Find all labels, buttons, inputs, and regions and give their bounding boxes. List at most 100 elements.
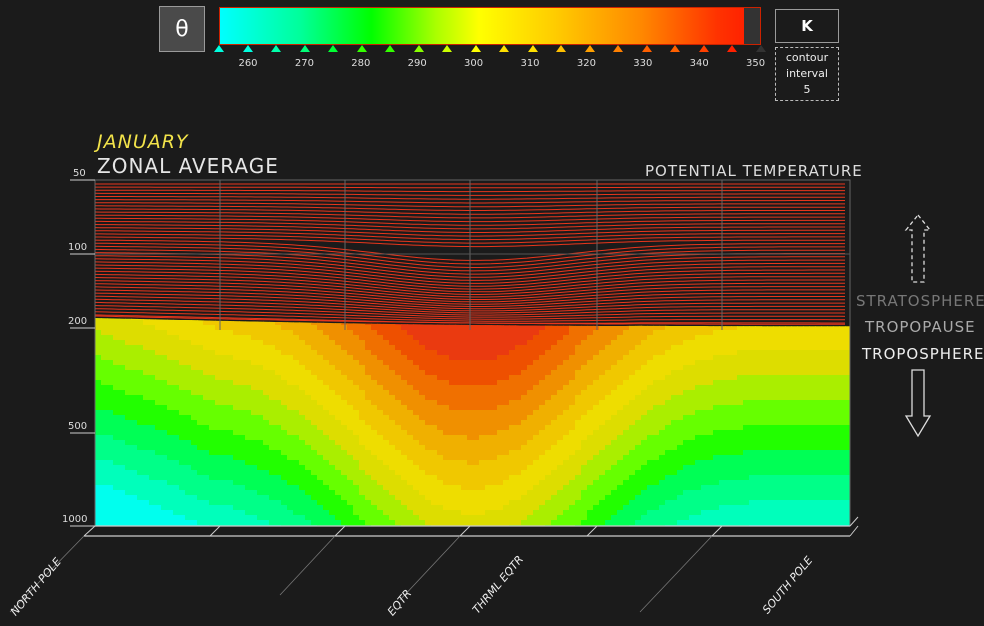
troposphere-cell — [509, 375, 516, 381]
troposphere-cell — [137, 510, 144, 516]
troposphere-cell — [629, 330, 636, 336]
troposphere-cell — [647, 510, 654, 516]
troposphere-cell — [521, 395, 528, 401]
troposphere-cell — [197, 340, 204, 346]
troposphere-cell — [497, 465, 504, 471]
troposphere-cell — [689, 435, 696, 441]
troposphere-cell — [695, 430, 702, 436]
troposphere-cell — [659, 440, 666, 446]
troposphere-cell — [455, 460, 462, 466]
troposphere-cell — [605, 500, 612, 506]
troposphere-cell — [689, 330, 696, 336]
troposphere-cell — [275, 490, 282, 496]
troposphere-cell — [281, 455, 288, 461]
troposphere-cell — [347, 515, 354, 521]
troposphere-cell — [539, 318, 546, 321]
troposphere-cell — [245, 465, 252, 471]
troposphere-cell — [509, 510, 516, 516]
troposphere-cell — [191, 425, 198, 431]
troposphere-cell — [407, 440, 414, 446]
troposphere-cell — [665, 495, 672, 501]
troposphere-cell — [671, 400, 678, 406]
troposphere-cell — [167, 495, 174, 501]
troposphere-cell — [635, 485, 642, 491]
troposphere-cell — [371, 435, 378, 441]
troposphere-cell — [155, 320, 162, 326]
troposphere-cell — [701, 405, 708, 411]
troposphere-cell — [635, 330, 642, 336]
troposphere-cell — [683, 435, 690, 441]
troposphere-cell — [557, 340, 564, 346]
troposphere-cell — [725, 445, 732, 451]
troposphere-cell — [545, 475, 552, 481]
troposphere-cell — [143, 460, 150, 466]
troposphere-cell — [185, 345, 192, 351]
troposphere-cell — [389, 460, 396, 466]
troposphere-cell — [401, 455, 408, 461]
troposphere-cell — [191, 320, 198, 326]
troposphere-cell — [689, 520, 696, 526]
troposphere-cell — [479, 480, 486, 486]
troposphere-cell — [233, 495, 240, 501]
troposphere-cell — [413, 515, 420, 521]
troposphere-cell — [437, 405, 444, 411]
troposphere-cell — [389, 340, 396, 346]
troposphere-cell — [545, 340, 552, 346]
troposphere-cell — [629, 450, 636, 456]
troposphere-cell — [449, 480, 456, 486]
troposphere-cell — [527, 500, 534, 506]
troposphere-cell — [581, 480, 588, 486]
troposphere-cell — [413, 475, 420, 481]
colorbar-tick — [328, 45, 338, 52]
troposphere-cell — [677, 485, 684, 491]
troposphere-cell — [209, 370, 216, 376]
troposphere-cell — [419, 515, 426, 521]
troposphere-cell — [407, 430, 414, 436]
troposphere-cell — [179, 455, 186, 461]
troposphere-cell — [305, 425, 312, 431]
troposphere-cell — [539, 480, 546, 486]
troposphere-cell — [419, 310, 426, 316]
troposphere-cell — [233, 400, 240, 406]
troposphere-cell — [239, 340, 246, 346]
troposphere-cell — [293, 330, 300, 336]
troposphere-cell — [335, 425, 342, 431]
troposphere-cell — [599, 360, 606, 366]
troposphere-cell — [443, 410, 450, 416]
troposphere-cell — [593, 435, 600, 441]
troposphere-cell — [395, 510, 402, 516]
troposphere-cell — [287, 465, 294, 471]
troposphere-cell — [713, 470, 720, 476]
troposphere-cell — [539, 400, 546, 406]
troposphere-cell — [635, 520, 642, 526]
troposphere-cell — [257, 345, 264, 351]
troposphere-cell — [329, 460, 336, 466]
troposphere-cell — [659, 490, 666, 496]
troposphere-cell — [527, 380, 534, 386]
troposphere-cell — [479, 450, 486, 456]
troposphere-cell — [731, 505, 738, 511]
troposphere-cell — [575, 435, 582, 441]
troposphere-cell — [149, 345, 156, 351]
troposphere-cell — [587, 490, 594, 496]
troposphere-cell — [191, 415, 198, 421]
troposphere-cell — [341, 480, 348, 486]
troposphere-cell — [335, 360, 342, 366]
troposphere-cell — [287, 430, 294, 436]
troposphere-cell — [215, 410, 222, 416]
troposphere-cell — [389, 430, 396, 436]
colorbar-tick-label: 280 — [351, 58, 371, 69]
troposphere-cell — [263, 335, 270, 341]
troposphere-cell — [281, 440, 288, 446]
troposphere-cell — [161, 410, 168, 416]
troposphere-cell — [515, 318, 522, 321]
troposphere-cell — [515, 430, 522, 436]
troposphere-cell — [527, 375, 534, 381]
troposphere-cell — [377, 430, 384, 436]
troposphere-cell — [551, 400, 558, 406]
troposphere-cell — [239, 370, 246, 376]
troposphere-cell — [587, 510, 594, 516]
troposphere-cell — [329, 350, 336, 356]
troposphere-cell — [227, 395, 234, 401]
troposphere-cell — [125, 445, 132, 451]
